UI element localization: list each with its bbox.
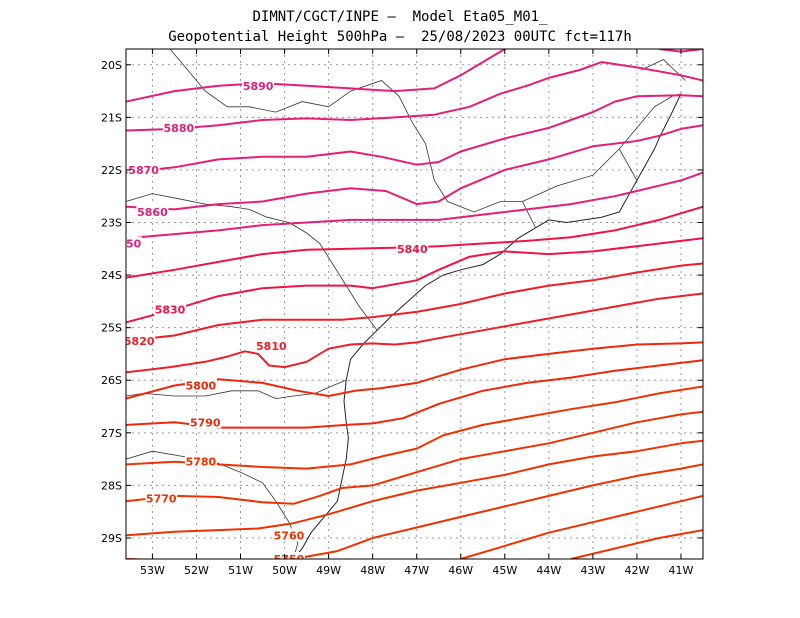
lon-tick-label: 53W bbox=[140, 564, 165, 577]
contour-5880 bbox=[126, 61, 703, 132]
contour-5740 bbox=[460, 494, 703, 559]
state-border bbox=[126, 193, 378, 331]
lon-tick-label: 41W bbox=[669, 564, 694, 577]
contour-label-mask bbox=[126, 333, 156, 347]
contour-5890 bbox=[126, 49, 506, 103]
contour-label-mask bbox=[272, 528, 305, 542]
state-border bbox=[169, 49, 536, 228]
lat-tick-label: 26S bbox=[101, 374, 122, 387]
contour-5780 bbox=[126, 385, 703, 470]
contour-5830 bbox=[126, 237, 703, 324]
lat-tick-label: 25S bbox=[101, 322, 122, 335]
contour-label: 5880 bbox=[164, 122, 195, 135]
lon-tick-label: 42W bbox=[624, 564, 649, 577]
contour-label-mask bbox=[162, 120, 195, 134]
contour-label: 5890 bbox=[243, 80, 274, 93]
contour-label-mask bbox=[242, 78, 275, 92]
contour-label: 5750 bbox=[274, 553, 305, 566]
lon-tick-label: 45W bbox=[492, 564, 517, 577]
contour-label: 5800 bbox=[186, 379, 217, 392]
lon-tick-label: 49W bbox=[316, 564, 341, 577]
contour-5860 bbox=[126, 124, 703, 211]
lat-tick-label: 28S bbox=[101, 479, 122, 492]
contour-5870 bbox=[126, 94, 703, 174]
contour-label-mask bbox=[396, 241, 429, 255]
contour-label-mask bbox=[272, 552, 305, 559]
lon-tick-label: 47W bbox=[404, 564, 429, 577]
contour-label-mask bbox=[126, 236, 142, 250]
contour-labels: 5890 5880 5870 5860 5850 5840 5830 5820 5810 5800… bbox=[111, 78, 429, 566]
contour-label: 5850 bbox=[111, 238, 142, 251]
lat-tick-label: 29S bbox=[101, 532, 122, 545]
lon-tick-label: 48W bbox=[360, 564, 385, 577]
contour-label: 5840 bbox=[397, 243, 428, 256]
contour-5820 bbox=[126, 262, 703, 342]
contour-5790 bbox=[126, 359, 703, 429]
state-border bbox=[126, 379, 347, 400]
lat-tick-label: 20S bbox=[101, 59, 122, 72]
contour-label: 5790 bbox=[190, 416, 221, 429]
contour-label: 5820 bbox=[124, 335, 155, 348]
contour-label-mask bbox=[255, 339, 288, 353]
map-title-line-1: DIMNT/CGCT/INPE – Model Eta05_M01_ bbox=[252, 9, 548, 25]
political-boundaries bbox=[126, 49, 686, 559]
contour-5750 bbox=[126, 463, 703, 559]
contour-label-mask bbox=[189, 415, 222, 429]
lon-tick-label: 43W bbox=[580, 564, 605, 577]
contour-label: 5780 bbox=[186, 456, 217, 469]
contour-label-mask bbox=[136, 204, 169, 218]
map-frame bbox=[125, 48, 704, 560]
contour-5810 bbox=[126, 292, 703, 374]
lon-tick-label: 44W bbox=[536, 564, 561, 577]
contour-label: 5860 bbox=[137, 206, 168, 219]
contour-5850 bbox=[126, 171, 703, 240]
contour-5800 bbox=[126, 341, 703, 400]
contour-5770 bbox=[126, 410, 703, 505]
state-border bbox=[641, 59, 686, 81]
lon-tick-label: 50W bbox=[272, 564, 297, 577]
lat-tick-label: 23S bbox=[101, 217, 122, 230]
contour-5760 bbox=[126, 439, 703, 537]
lat-tick-label: 27S bbox=[101, 427, 122, 440]
contour-5730 bbox=[570, 529, 703, 559]
latitude-axis: 20S 21S 22S 23S 24S 25S 26S 27S 28S 29S bbox=[101, 59, 703, 545]
longitude-axis: 53W 52W 51W 50W 49W 48W 47W 46W 45W 44W 43W 42W 41W bbox=[140, 49, 694, 577]
lon-tick-label: 51W bbox=[228, 564, 253, 577]
contour-label: 5760 bbox=[274, 529, 305, 542]
contour-label: 5870 bbox=[128, 164, 159, 177]
lon-tick-label: 46W bbox=[448, 564, 473, 577]
contour-label-mask bbox=[184, 378, 217, 392]
contour-label: 5810 bbox=[256, 340, 287, 353]
lat-tick-label: 21S bbox=[101, 111, 122, 124]
contour-label-mask bbox=[127, 162, 160, 176]
contour-label: 5770 bbox=[146, 493, 177, 506]
map-title-line-2: Geopotential Height 500hPa – 25/08/2023 … bbox=[168, 29, 632, 45]
contour-label-mask bbox=[184, 454, 217, 468]
state-border bbox=[522, 148, 620, 202]
contour-label-mask bbox=[154, 302, 187, 316]
contour-label: 5830 bbox=[155, 303, 186, 316]
contour-lines bbox=[126, 49, 703, 559]
lat-tick-label: 24S bbox=[101, 269, 122, 282]
lat-tick-label: 22S bbox=[101, 164, 122, 177]
contour-label-mask bbox=[145, 491, 178, 505]
lon-tick-label: 52W bbox=[184, 564, 209, 577]
coastline bbox=[293, 93, 682, 559]
